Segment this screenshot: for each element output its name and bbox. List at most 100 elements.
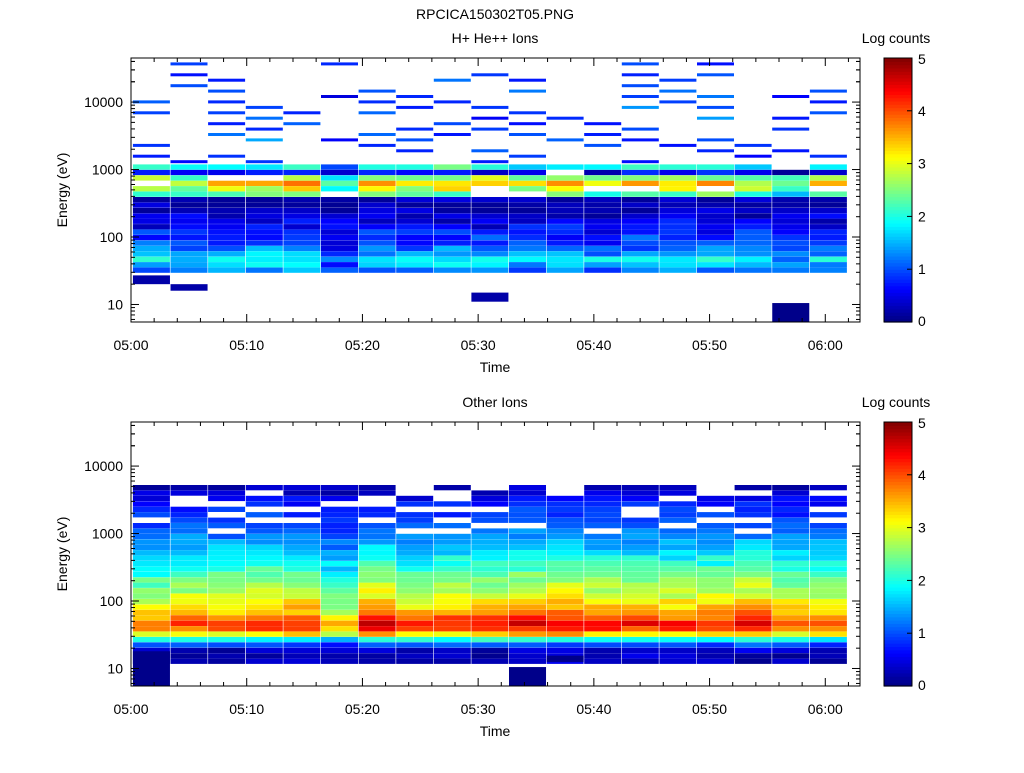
heatmap-cell [659,197,697,203]
heatmap-cell [584,571,622,578]
heatmap-cell [509,207,546,214]
heatmap-cell [734,512,772,518]
heatmap-cell [358,539,396,545]
heatmap-cell [170,571,208,578]
y-tick-label: 10000 [84,94,123,110]
heatmap-cell [132,169,170,176]
colorbar-step [884,285,912,290]
colorbar-step [884,445,912,449]
heatmap-cell [170,626,208,632]
heatmap-cell [772,202,810,208]
heatmap-cell [170,609,208,616]
heatmap-cell [772,647,810,654]
heatmap-cell [283,218,321,224]
heatmap-cell [584,620,622,626]
heatmap-cell [433,555,471,561]
heatmap-cell [659,609,697,616]
colorbar-tick-label: 0 [918,313,926,329]
heatmap-cell [170,620,208,626]
heatmap-cell [396,169,434,176]
heatmap-cell [621,642,659,648]
colorbar-step [884,580,912,585]
panel-title: H+ He++ Ions [452,30,539,46]
heatmap-cell [697,550,734,556]
heatmap-cell [433,539,471,545]
heatmap-cell [170,490,208,496]
heatmap-cell [471,582,509,588]
colorbar-step [884,507,912,512]
heatmap-cell [659,267,697,273]
heatmap-cell [809,202,847,208]
heatmap-cell [471,512,509,518]
heatmap-cell [734,234,772,241]
colorbar-step [884,620,912,624]
heatmap-cell [358,631,396,637]
heatmap-cell [208,598,246,605]
colorbar-step [884,441,912,446]
colorbar-step [884,232,912,237]
heatmap-cell [321,642,358,648]
heatmap-cell [697,571,734,578]
heatmap-cell [509,561,546,567]
heatmap-cell [621,240,659,246]
heatmap-cell [697,256,734,262]
heatmap-cell [809,267,847,273]
heatmap-cell [546,245,584,252]
heatmap-cell [321,609,358,616]
heatmap-cell [321,175,358,181]
colorbar-step [884,236,912,241]
heatmap-cell [170,653,208,659]
heatmap-cell [283,262,321,268]
colorbar-step [884,223,912,227]
heatmap-cell [358,561,396,567]
heatmap-cell [283,495,321,502]
heatmap-cell [509,490,546,496]
heatmap-cell [283,561,321,567]
heatmap-cell [471,636,509,643]
heatmap-cell [396,191,434,197]
heatmap-cell [471,658,509,664]
heatmap-cell [659,143,697,147]
heatmap-cell [433,218,471,224]
heatmap-cell [245,218,283,224]
heatmap-cell [433,647,471,654]
heatmap-cell [208,262,246,268]
heatmap-cell [358,111,396,115]
heatmap-cell [546,506,584,512]
heatmap-cell [772,213,810,219]
heatmap-cell [509,636,546,643]
heatmap-cell [283,598,321,605]
colorbar-step [884,259,912,264]
colorbar-step [884,435,912,440]
heatmap-cell [621,224,659,230]
heatmap-cell [659,582,697,588]
heatmap-cell [621,528,659,534]
heatmap-cell [471,229,509,235]
heatmap-cell [396,653,434,659]
heatmap-cell [132,501,170,507]
x-tick-label: 05:30 [461,337,496,353]
heatmap-cell [321,267,358,273]
y-axis-label: Energy (eV) [54,153,70,228]
heatmap-cell [321,164,358,170]
colorbar-step [884,530,912,535]
heatmap-cell [396,105,434,109]
heatmap-cell [358,566,396,572]
heatmap-cell [245,593,283,599]
heatmap-cell [697,658,734,664]
heatmap-cell [621,653,659,659]
heatmap-cell [245,207,283,214]
x-tick-label: 05:40 [576,337,611,353]
heatmap-cell [471,73,509,77]
heatmap-cell [584,615,622,621]
heatmap-cell [433,100,471,104]
heatmap-cell [433,604,471,610]
heatmap-cell [659,658,697,664]
heatmap-cell [809,234,847,241]
heatmap-cell [509,571,546,578]
heatmap-cell [584,609,622,616]
heatmap-cell [509,111,546,115]
heatmap-cell [208,267,246,273]
heatmap-cell [132,571,170,578]
heatmap-cell [433,245,471,252]
